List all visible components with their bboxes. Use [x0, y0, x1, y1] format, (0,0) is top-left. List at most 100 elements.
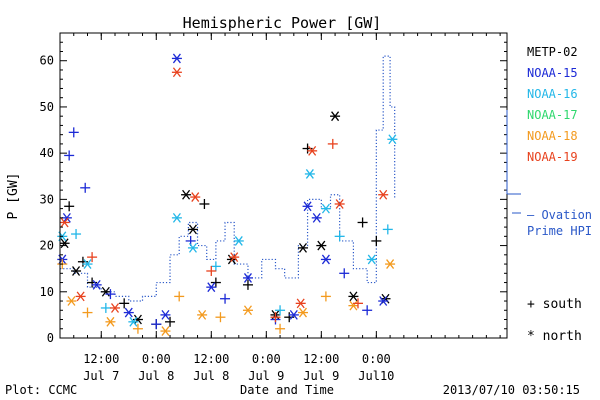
point-noaa-16-south	[382, 224, 393, 235]
x-tick-label-date: Jul 7	[83, 369, 119, 383]
point-metp-02-south	[357, 217, 368, 228]
point-noaa-15-north	[123, 307, 134, 318]
y-tick-label: 0	[47, 331, 54, 345]
y-tick-label: 60	[40, 54, 54, 68]
x-axis-label: Date and Time	[240, 383, 334, 397]
y-tick-label: 50	[40, 100, 54, 114]
point-metp-02-south	[371, 235, 382, 246]
x-tick-label-time: 12:00	[193, 352, 229, 366]
point-noaa-18-north	[348, 300, 359, 311]
point-metp-02-south	[119, 298, 130, 309]
plot-frame	[59, 32, 508, 339]
point-noaa-18-south	[82, 307, 93, 318]
legend-noaa-17: NOAA-17	[527, 108, 578, 122]
x-tick-label-date: Jul 8	[138, 369, 174, 383]
x-tick-label-time: 0:00	[252, 352, 281, 366]
point-metp-02-north	[187, 224, 198, 235]
point-metp-02-north	[316, 240, 327, 251]
point-noaa-15-north	[288, 309, 299, 320]
x-tick-label-date: Jul 9	[248, 369, 284, 383]
point-metp-02-north	[59, 238, 70, 249]
point-noaa-19-north	[229, 252, 240, 263]
y-tick-label: 10	[40, 285, 54, 299]
marker-legend-north: * north	[527, 329, 582, 344]
point-noaa-19-north	[378, 189, 389, 200]
point-noaa-15-north	[242, 273, 253, 283]
point-noaa-15-south	[64, 150, 75, 161]
x-tick-label-time: 0:00	[362, 352, 391, 366]
x-tick-label-date: Jul 9	[303, 369, 339, 383]
point-metp-02-south	[242, 279, 253, 290]
point-noaa-16-north	[171, 212, 182, 223]
point-noaa-18-south	[275, 323, 286, 334]
point-noaa-16-north	[304, 169, 315, 179]
point-noaa-19-north	[307, 145, 318, 156]
point-noaa-15-north	[320, 254, 331, 265]
point-noaa-15-north	[61, 212, 72, 223]
point-noaa-15-north	[206, 282, 217, 293]
legend-noaa-19: NOAA-19	[527, 150, 578, 164]
point-noaa-18-north	[160, 326, 171, 336]
point-noaa-16-north	[128, 316, 139, 327]
point-noaa-18-north	[105, 316, 116, 327]
point-noaa-15-south	[362, 305, 373, 316]
marker-legend-south: + south	[527, 297, 582, 312]
point-noaa-15-north	[171, 53, 182, 64]
point-noaa-18-south	[320, 291, 331, 302]
point-noaa-19-north	[110, 303, 121, 313]
point-metp-02-north	[330, 111, 341, 122]
x-tick-label-time: 12:00	[83, 352, 119, 366]
point-noaa-18-south	[174, 291, 185, 302]
point-noaa-15-south	[105, 289, 116, 300]
x-tick-label-date: Jul 8	[193, 369, 229, 383]
point-noaa-18-north	[385, 259, 396, 269]
point-noaa-19-north	[59, 217, 70, 228]
point-noaa-16-north	[187, 242, 198, 253]
point-noaa-15-north	[378, 296, 389, 306]
y-axis-label: P [GW]	[6, 173, 21, 220]
legend-noaa-16: NOAA-16	[527, 87, 578, 101]
point-noaa-18-south	[132, 323, 143, 334]
point-noaa-15-north	[302, 201, 313, 212]
point-noaa-16-south	[334, 231, 345, 242]
point-noaa-15-south	[339, 268, 350, 279]
point-noaa-18-north	[297, 307, 308, 318]
point-noaa-16-south	[275, 305, 286, 316]
point-noaa-19-north	[75, 291, 86, 302]
ovation-hpi-line	[60, 55, 396, 302]
point-metp-02-south	[210, 277, 221, 288]
point-metp-02-south	[165, 316, 176, 327]
point-metp-02-north	[181, 189, 192, 200]
point-noaa-18-north	[197, 309, 208, 320]
y-tick-label: 20	[40, 239, 54, 253]
point-noaa-15-south	[80, 182, 91, 193]
point-noaa-16-south	[210, 261, 221, 272]
point-metp-02-south	[64, 201, 75, 212]
legend-noaa-18: NOAA-18	[527, 129, 578, 143]
point-noaa-15-south	[68, 127, 79, 138]
point-noaa-16-south	[71, 229, 82, 240]
legend-ovation-line1: — Ovation	[527, 208, 592, 222]
point-noaa-15-north	[311, 212, 322, 223]
x-tick-label-date: Jul10	[358, 369, 394, 383]
point-noaa-19-north	[295, 298, 306, 309]
footer-timestamp: 2013/07/10 03:50:15	[443, 383, 580, 397]
point-noaa-16-north	[320, 203, 331, 214]
point-noaa-19-north	[190, 192, 201, 202]
point-noaa-19-south	[87, 252, 98, 263]
y-tick-label: 30	[40, 192, 54, 206]
x-tick-label-time: 12:00	[303, 352, 339, 366]
point-noaa-19-north	[334, 199, 345, 209]
legend-noaa-15: NOAA-15	[527, 66, 578, 80]
legend-metp-02: METP-02	[527, 45, 578, 59]
point-noaa-19-south	[353, 298, 363, 309]
point-metp-02-north	[348, 291, 359, 302]
point-noaa-19-south	[270, 312, 281, 323]
point-noaa-15-north	[91, 279, 102, 290]
point-metp-02-south	[199, 198, 210, 209]
point-noaa-16-south	[100, 302, 111, 313]
point-noaa-16-north	[387, 134, 398, 145]
point-noaa-19-south	[206, 265, 217, 276]
point-noaa-18-north	[242, 305, 253, 316]
